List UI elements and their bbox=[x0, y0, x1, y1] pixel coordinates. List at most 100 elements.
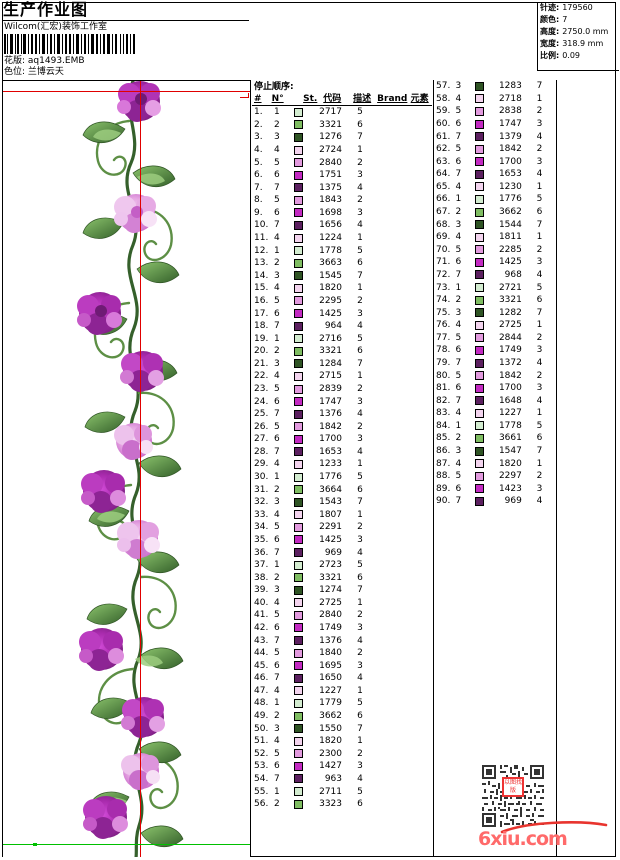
table-row[interactable]: 61. 7 1379 4 bbox=[434, 130, 556, 143]
row-index: 2. bbox=[254, 119, 263, 130]
table-row[interactable]: 43. 7 1376 4 bbox=[252, 634, 432, 647]
table-row[interactable]: 31. 2 3664 6 bbox=[252, 483, 432, 496]
table-row[interactable]: 72. 7 968 4 bbox=[434, 269, 556, 282]
table-row[interactable]: 88. 5 2297 2 bbox=[434, 470, 556, 483]
table-row[interactable]: 52. 5 2300 2 bbox=[252, 747, 432, 760]
table-row[interactable]: 24. 6 1747 3 bbox=[252, 395, 432, 408]
row-index: 25. bbox=[254, 409, 269, 420]
table-row[interactable]: 44. 5 1840 2 bbox=[252, 647, 432, 660]
table-row[interactable]: 40. 4 2725 1 bbox=[252, 597, 432, 610]
table-row[interactable]: 57. 3 1283 7 bbox=[434, 80, 556, 93]
table-row[interactable]: 18. 7 964 4 bbox=[252, 320, 432, 333]
table-row[interactable]: 55. 1 2711 5 bbox=[252, 785, 432, 798]
table-row[interactable]: 56. 2 3323 6 bbox=[252, 798, 432, 811]
table-row[interactable]: 3. 3 1276 7 bbox=[252, 131, 432, 144]
table-row[interactable]: 83. 4 1227 1 bbox=[434, 407, 556, 420]
table-row[interactable]: 47. 4 1227 1 bbox=[252, 685, 432, 698]
table-row[interactable]: 21. 3 1284 7 bbox=[252, 358, 432, 371]
table-row[interactable]: 49. 2 3662 6 bbox=[252, 710, 432, 723]
table-row[interactable]: 4. 4 2724 1 bbox=[252, 144, 432, 157]
table-row[interactable]: 32. 3 1543 7 bbox=[252, 496, 432, 509]
table-row[interactable]: 69. 4 1811 1 bbox=[434, 231, 556, 244]
table-row[interactable]: 75. 3 1282 7 bbox=[434, 306, 556, 319]
table-row[interactable]: 60. 6 1747 3 bbox=[434, 118, 556, 131]
table-row[interactable]: 64. 7 1653 4 bbox=[434, 168, 556, 181]
table-row[interactable]: 50. 3 1550 7 bbox=[252, 722, 432, 735]
table-row[interactable]: 25. 7 1376 4 bbox=[252, 408, 432, 421]
table-row[interactable]: 65. 4 1230 1 bbox=[434, 181, 556, 194]
table-row[interactable]: 73. 1 2721 5 bbox=[434, 281, 556, 294]
table-row[interactable]: 26. 5 1842 2 bbox=[252, 420, 432, 433]
table-row[interactable]: 30. 1 1776 5 bbox=[252, 471, 432, 484]
table-row[interactable]: 67. 2 3662 6 bbox=[434, 206, 556, 219]
row-stitch-count: 1807 bbox=[319, 509, 342, 520]
qr-code-block[interactable]: 以图找版 bbox=[482, 765, 564, 827]
table-row[interactable]: 89. 6 1423 3 bbox=[434, 483, 556, 496]
table-row[interactable]: 16. 5 2295 2 bbox=[252, 295, 432, 308]
table-row[interactable]: 68. 3 1544 7 bbox=[434, 218, 556, 231]
row-index: 44. bbox=[254, 648, 269, 659]
table-row[interactable]: 38. 2 3321 6 bbox=[252, 571, 432, 584]
table-row[interactable]: 15. 4 1820 1 bbox=[252, 282, 432, 295]
table-row[interactable]: 35. 6 1425 3 bbox=[252, 534, 432, 547]
table-row[interactable]: 19. 1 2716 5 bbox=[252, 332, 432, 345]
design-preview[interactable] bbox=[3, 80, 251, 857]
table-row[interactable]: 20. 2 3321 6 bbox=[252, 345, 432, 358]
table-row[interactable]: 80. 5 1842 2 bbox=[434, 369, 556, 382]
table-row[interactable]: 22. 4 2715 1 bbox=[252, 370, 432, 383]
table-row[interactable]: 10. 7 1656 4 bbox=[252, 219, 432, 232]
table-row[interactable]: 79. 7 1372 4 bbox=[434, 357, 556, 370]
table-row[interactable]: 5. 5 2840 2 bbox=[252, 156, 432, 169]
table-row[interactable]: 48. 1 1779 5 bbox=[252, 697, 432, 710]
table-row[interactable]: 82. 7 1648 4 bbox=[434, 394, 556, 407]
table-row[interactable]: 9. 6 1698 3 bbox=[252, 207, 432, 220]
table-row[interactable]: 42. 6 1749 3 bbox=[252, 622, 432, 635]
table-row[interactable]: 6. 6 1751 3 bbox=[252, 169, 432, 182]
table-row[interactable]: 74. 2 3321 6 bbox=[434, 294, 556, 307]
table-row[interactable]: 77. 5 2844 2 bbox=[434, 332, 556, 345]
table-row[interactable]: 33. 4 1807 1 bbox=[252, 509, 432, 522]
table-row[interactable]: 76. 4 2725 1 bbox=[434, 319, 556, 332]
row-needle-number: 6 bbox=[274, 660, 280, 671]
table-row[interactable]: 46. 7 1650 4 bbox=[252, 672, 432, 685]
table-row[interactable]: 12. 1 1778 5 bbox=[252, 244, 432, 257]
table-row[interactable]: 81. 6 1700 3 bbox=[434, 382, 556, 395]
row-needle-number: 6 bbox=[455, 483, 462, 494]
table-row[interactable]: 36. 7 969 4 bbox=[252, 546, 432, 559]
table-row[interactable]: 7. 7 1375 4 bbox=[252, 181, 432, 194]
table-row[interactable]: 34. 5 2291 2 bbox=[252, 521, 432, 534]
table-row[interactable]: 59. 5 2838 2 bbox=[434, 105, 556, 118]
table-row[interactable]: 78. 6 1749 3 bbox=[434, 344, 556, 357]
table-row[interactable]: 51. 4 1820 1 bbox=[252, 735, 432, 748]
row-needle-number: 5 bbox=[455, 370, 462, 381]
table-row[interactable]: 63. 6 1700 3 bbox=[434, 155, 556, 168]
table-row[interactable]: 11. 4 1224 1 bbox=[252, 232, 432, 245]
table-row[interactable]: 8. 5 1843 2 bbox=[252, 194, 432, 207]
table-row[interactable]: 71. 6 1425 3 bbox=[434, 256, 556, 269]
table-row[interactable]: 28. 7 1653 4 bbox=[252, 446, 432, 459]
table-row[interactable]: 29. 4 1233 1 bbox=[252, 458, 432, 471]
table-row[interactable]: 41. 5 2840 2 bbox=[252, 609, 432, 622]
table-row[interactable]: 54. 7 963 4 bbox=[252, 773, 432, 786]
table-row[interactable]: 66. 1 1776 5 bbox=[434, 193, 556, 206]
table-row[interactable]: 17. 6 1425 3 bbox=[252, 307, 432, 320]
table-row[interactable]: 13. 2 3663 6 bbox=[252, 257, 432, 270]
table-row[interactable]: 39. 3 1274 7 bbox=[252, 584, 432, 597]
row-needle-number: 1 bbox=[274, 245, 280, 256]
table-row[interactable]: 70. 5 2285 2 bbox=[434, 244, 556, 257]
table-row[interactable]: 87. 4 1820 1 bbox=[434, 457, 556, 470]
table-row[interactable]: 23. 5 2839 2 bbox=[252, 383, 432, 396]
table-row[interactable]: 14. 3 1545 7 bbox=[252, 270, 432, 283]
table-row[interactable]: 84. 1 1778 5 bbox=[434, 420, 556, 433]
table-row[interactable]: 85. 2 3661 6 bbox=[434, 432, 556, 445]
table-row[interactable]: 2. 2 3321 6 bbox=[252, 119, 432, 132]
table-row[interactable]: 1. 1 2717 5 bbox=[252, 106, 432, 119]
table-row[interactable]: 86. 3 1547 7 bbox=[434, 445, 556, 458]
table-row[interactable]: 27. 6 1700 3 bbox=[252, 433, 432, 446]
table-row[interactable]: 62. 5 1842 2 bbox=[434, 143, 556, 156]
table-row[interactable]: 58. 4 2718 1 bbox=[434, 93, 556, 106]
table-row[interactable]: 45. 6 1695 3 bbox=[252, 659, 432, 672]
table-row[interactable]: 53. 6 1427 3 bbox=[252, 760, 432, 773]
table-row[interactable]: 37. 1 2723 5 bbox=[252, 559, 432, 572]
table-row[interactable]: 90. 7 969 4 bbox=[434, 495, 556, 508]
